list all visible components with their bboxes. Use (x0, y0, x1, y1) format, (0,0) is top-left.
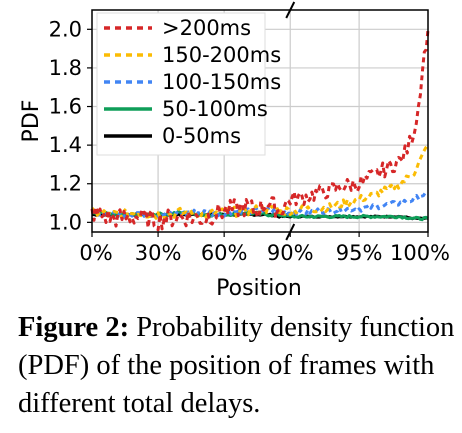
chart-legend: >200ms 150-200ms 100-150ms 50-100ms 0-50ms (96, 12, 281, 156)
series-line-150-200ms (90, 144, 430, 220)
x-tick-label: 30% (135, 241, 182, 265)
legend-label: 100-150ms (162, 70, 281, 94)
plot-frame (91, 9, 429, 233)
y-tick-label: 2.0 (49, 17, 82, 41)
y-tick-label: 1.8 (49, 56, 82, 80)
y-tick-label: 1.0 (49, 210, 82, 234)
x-tick-label: 95% (336, 241, 383, 265)
series-line-200ms (90, 29, 430, 232)
legend-label: 150-200ms (162, 43, 281, 67)
axis-break-top (285, 1, 296, 19)
x-axis-label: Position (216, 276, 302, 301)
y-axis-label: PDF (19, 100, 44, 143)
caption-label: Figure 2: (18, 312, 130, 343)
x-tick-label: 0% (79, 241, 112, 265)
legend-box (96, 12, 266, 156)
chart-series (90, 29, 430, 232)
x-tick-label: 100% (390, 241, 450, 265)
pdf-chart: 1.0 1.2 1.4 1.6 1.8 2.0 0% 30% 60% 90% 95% 100% PDF… (19, 1, 450, 301)
y-tick-label: 1.2 (49, 172, 82, 196)
legend-label: 50-100ms (162, 97, 268, 121)
legend-label: >200ms (162, 16, 251, 40)
axis-ticks: 1.0 1.2 1.4 1.6 1.8 2.0 0% 30% 60% 90% 95% 100% (49, 17, 450, 265)
y-tick-label: 1.6 (49, 95, 82, 119)
x-tick-label: 60% (201, 241, 248, 265)
x-tick-label: 90% (267, 241, 314, 265)
figure-caption: Figure 2: Probability density function (… (18, 309, 458, 423)
caption-text: Probability density function (PDF) of th… (18, 312, 455, 419)
legend-label: 0-50ms (162, 124, 241, 148)
y-tick-label: 1.4 (49, 133, 82, 157)
